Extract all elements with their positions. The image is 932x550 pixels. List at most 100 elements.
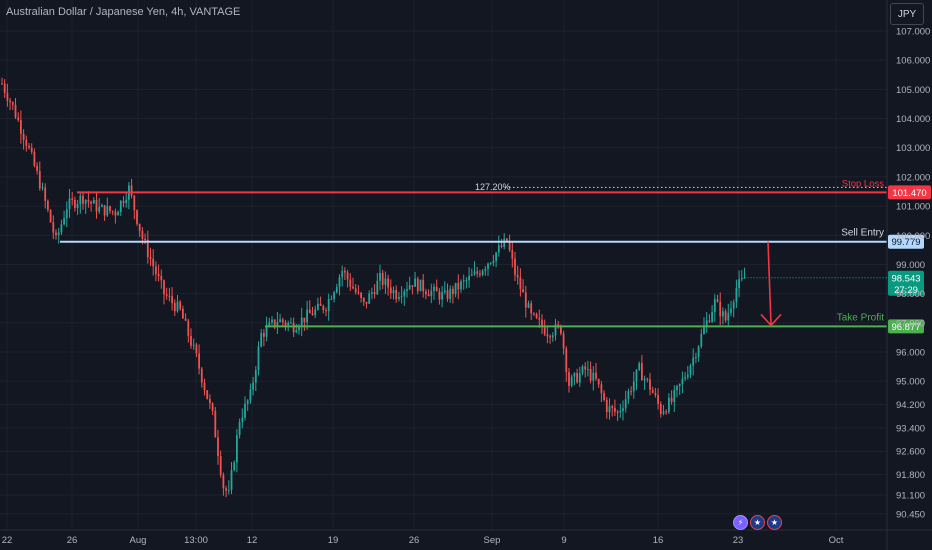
last-price-tag[interactable] <box>888 270 924 296</box>
candle-body <box>84 200 87 204</box>
candle-body <box>33 151 36 166</box>
candle <box>6 83 9 107</box>
y-tick-label: 91.800 <box>896 470 925 481</box>
candle-body <box>597 378 600 385</box>
candle <box>481 269 484 277</box>
candle <box>106 197 109 217</box>
australia-flag-icon[interactable]: ★ <box>767 515 782 530</box>
candle <box>47 199 49 213</box>
candle <box>646 377 649 383</box>
candle-body <box>298 327 300 331</box>
event-icons[interactable]: ⚡ ★ ★ <box>733 515 782 530</box>
candle <box>684 371 686 382</box>
candle-body <box>608 406 611 413</box>
sell-entry-price-tag[interactable] <box>888 234 924 249</box>
candle <box>524 285 527 318</box>
candle-body <box>403 291 406 297</box>
currency-button[interactable]: JPY <box>890 3 924 25</box>
candle <box>562 330 565 355</box>
y-tick-label: 100.000 <box>896 231 930 242</box>
candle-body <box>387 278 389 288</box>
candle-body <box>17 117 20 121</box>
candle <box>68 189 71 218</box>
y-tick-label: 92.600 <box>896 447 925 458</box>
sell-arrow-head <box>760 313 782 327</box>
sell-arrow <box>767 241 772 325</box>
candle-body <box>473 271 476 275</box>
candle <box>9 97 11 111</box>
stop-loss-label: Stop Loss <box>842 178 884 189</box>
candle-body <box>184 318 187 321</box>
candle-body <box>614 407 616 412</box>
candle <box>632 371 635 399</box>
candle <box>44 183 47 209</box>
candle-body <box>179 301 182 309</box>
candle-body <box>306 309 308 323</box>
candle <box>678 383 681 395</box>
candle <box>3 79 6 98</box>
candle <box>487 262 489 276</box>
candle-body <box>114 211 117 216</box>
candle-body <box>722 311 724 317</box>
candle <box>311 306 314 316</box>
candle-body <box>705 320 708 327</box>
candle-body <box>141 230 144 239</box>
stop-loss-price-label: 101.470 <box>892 188 926 199</box>
candle <box>333 290 335 303</box>
take-profit-price-tag[interactable] <box>888 319 924 334</box>
candle <box>65 201 68 228</box>
y-axis[interactable]: 107.000 106.000 105.000 104.000 103.000 102.0… <box>886 0 930 550</box>
candle-body <box>603 393 605 400</box>
candle <box>90 200 92 212</box>
candle <box>711 305 713 323</box>
candle-body <box>379 272 381 281</box>
price-levels[interactable]: 127.20% Stop Loss 101.470 Sell Entry 99.779 T… <box>60 178 931 334</box>
stop-loss-price-tag[interactable] <box>888 185 931 200</box>
candle <box>546 326 549 344</box>
candle <box>317 297 319 311</box>
x-tick-label: Aug <box>130 535 147 546</box>
candle <box>171 287 173 311</box>
candle-body <box>605 399 608 413</box>
candle-body <box>411 285 414 287</box>
x-tick-label: 9 <box>561 535 566 546</box>
candle <box>263 329 265 347</box>
australia-flag-icon[interactable]: ★ <box>750 515 765 530</box>
candle-body <box>357 292 360 294</box>
candle-body <box>303 317 306 323</box>
candle <box>422 274 425 298</box>
candle-body <box>616 411 619 413</box>
candle-body <box>173 303 176 312</box>
lightning-icon[interactable]: ⚡ <box>733 515 748 530</box>
candle <box>624 390 627 413</box>
candle-body <box>263 333 265 337</box>
candle <box>109 205 111 214</box>
candle-body <box>44 187 47 201</box>
candle-body <box>503 238 506 247</box>
x-axis[interactable]: 22 26 Aug 13:00 12 19 26 Sep 9 16 23 Oct <box>0 529 932 546</box>
candle-body <box>641 363 643 381</box>
candle <box>365 301 368 309</box>
candle <box>489 262 492 266</box>
candle-body <box>654 392 657 396</box>
candle <box>724 308 727 323</box>
candle <box>314 305 317 319</box>
candle-body <box>516 275 519 278</box>
candle-body <box>52 222 55 233</box>
candle-body <box>689 365 692 375</box>
candle-body <box>446 290 449 299</box>
candle <box>371 287 373 300</box>
candle-body <box>338 277 341 288</box>
candle <box>276 311 279 334</box>
candle <box>700 328 703 349</box>
candle <box>578 366 581 387</box>
candle <box>608 398 611 420</box>
candle-body <box>578 373 581 383</box>
candle <box>306 300 308 330</box>
candle-body <box>349 279 352 287</box>
candle <box>173 299 176 316</box>
candle-body <box>146 239 149 258</box>
candle-body <box>730 308 732 313</box>
y-tick-label: 90.450 <box>896 509 925 520</box>
